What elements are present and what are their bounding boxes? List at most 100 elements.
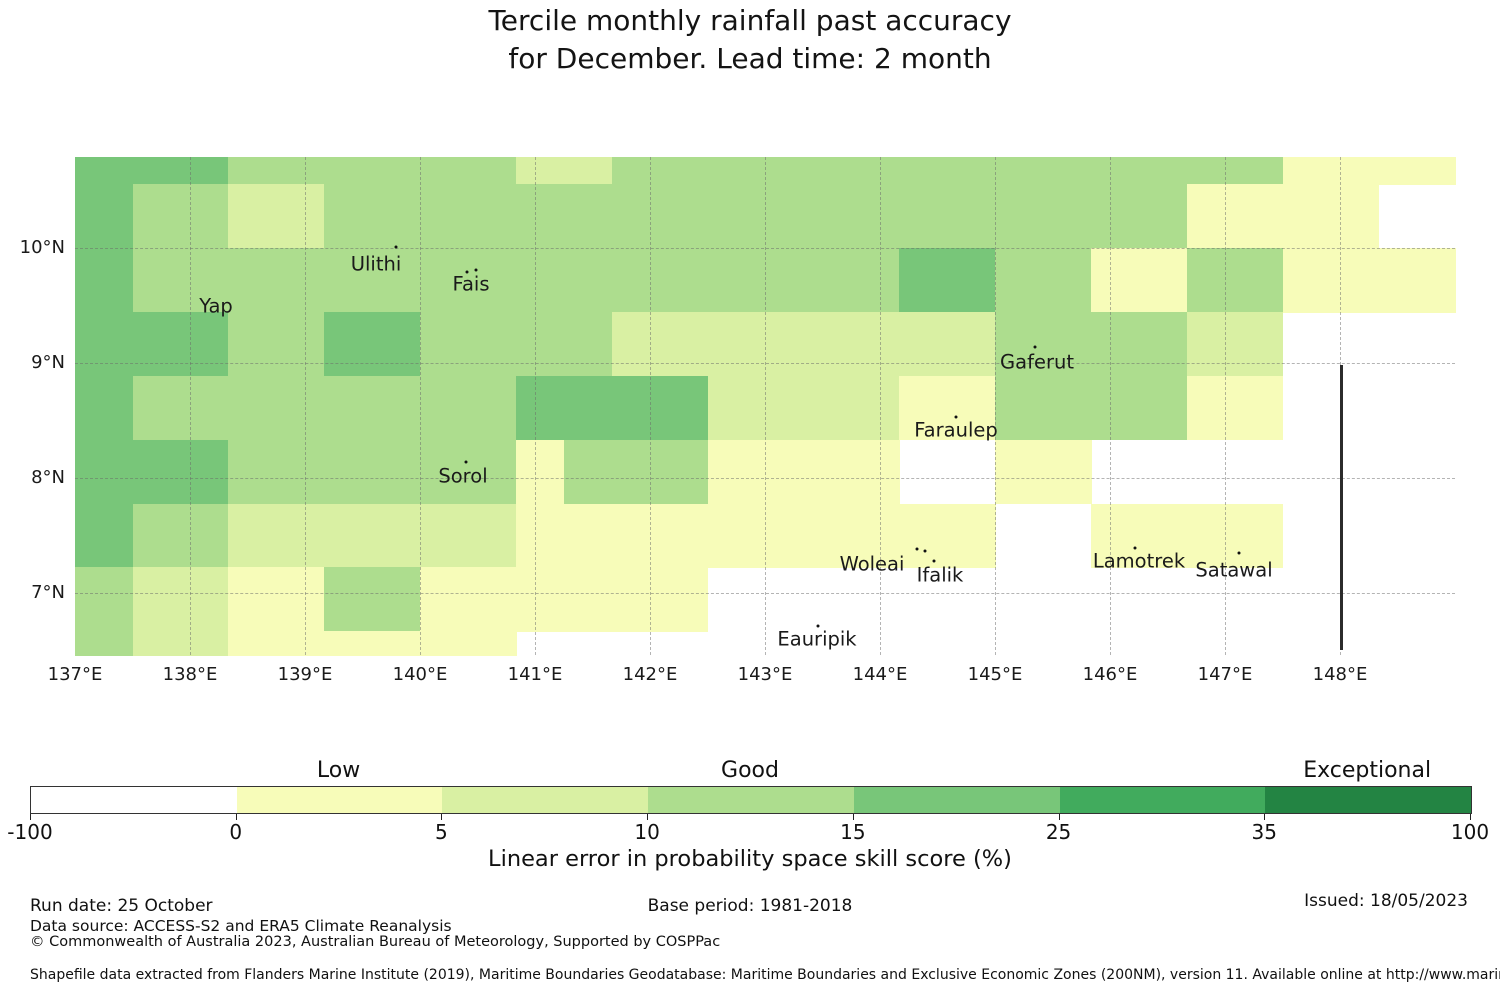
heatmap-cell <box>132 567 230 633</box>
colorbar-tick-label: 35 <box>1251 820 1278 844</box>
heatmap-cell <box>515 375 565 441</box>
heatmap-cell <box>899 311 996 377</box>
colorbar-tick <box>235 814 237 820</box>
heatmap-cell <box>1090 503 1188 569</box>
heatmap-cell <box>515 439 565 505</box>
heatmap-cell <box>803 311 900 377</box>
colorbar-segment <box>31 787 237 813</box>
colorbar-segment <box>853 787 1060 813</box>
heatmap-cell <box>75 567 134 633</box>
heatmap-cell <box>515 157 565 185</box>
heatmap-cell <box>420 157 517 185</box>
colorbar-segment <box>236 787 443 813</box>
heatmap-cell <box>707 184 805 249</box>
colorbar-tick-label: 100 <box>1450 820 1490 844</box>
x-tick-label: 137°E <box>47 664 103 685</box>
heatmap-cell <box>899 375 996 441</box>
island-label-woleai: Woleai <box>839 552 905 576</box>
colorbar-tick-label: 10 <box>634 820 660 844</box>
x-tick-label: 140°E <box>392 664 448 685</box>
y-tick-label: 8°N <box>31 466 65 488</box>
colorbar-axis-label: Linear error in probability space skill … <box>488 846 1012 872</box>
heatmap-cell <box>1090 157 1188 185</box>
heatmap-cell <box>1186 184 1284 249</box>
heatmap-cell <box>899 157 996 185</box>
heatmap-cell <box>611 567 709 633</box>
longitude-gridline <box>995 157 996 655</box>
heatmap-cell <box>803 184 900 249</box>
island-marker-dot <box>394 245 398 249</box>
x-tick-label: 143°E <box>737 664 793 685</box>
colorbar-tick <box>1264 814 1266 820</box>
heatmap-cell <box>420 184 517 249</box>
heatmap-cell <box>420 375 517 441</box>
latitude-gridline <box>75 362 1455 364</box>
heatmap-cell <box>75 631 134 656</box>
heatmap-cell <box>1378 157 1456 185</box>
y-tick-label: 9°N <box>31 351 65 373</box>
heatmap-cell <box>1186 503 1284 569</box>
longitude-gridline <box>190 157 191 655</box>
heatmap-cell <box>228 375 325 441</box>
chart-title-line-2: for December. Lead time: 2 month <box>508 42 992 75</box>
island-marker-dot <box>816 624 820 628</box>
island-label-fais: Fais <box>452 272 490 296</box>
heatmap-cell <box>563 503 613 569</box>
latitude-gridline <box>75 247 1455 249</box>
longitude-gridline <box>650 157 651 655</box>
heatmap-cell <box>515 184 565 249</box>
heatmap-cell <box>75 157 134 185</box>
heatmap-cell <box>228 631 325 656</box>
longitude-gridline <box>880 157 881 655</box>
longitude-gridline <box>420 157 421 655</box>
latitude-gridline <box>75 592 1455 594</box>
x-tick-label: 145°E <box>967 664 1023 685</box>
colorbar-zone-label: Good <box>721 758 779 783</box>
heatmap-cell <box>228 247 325 313</box>
heatmap-cell <box>228 157 325 185</box>
y-tick-label: 10°N <box>19 236 65 258</box>
colorbar-tick-label: 5 <box>435 820 448 844</box>
island-label-gaferut: Gaferut <box>1000 350 1074 374</box>
heatmap-cell <box>1090 184 1188 249</box>
heatmap-cell <box>563 157 613 185</box>
base-period-text: Base period: 1981-2018 <box>647 896 853 916</box>
heatmap-cell <box>324 503 421 569</box>
heatmap-cell <box>707 157 805 185</box>
heatmap-cell <box>132 157 230 185</box>
heatmap-cell <box>228 184 325 249</box>
longitude-gridline <box>1225 157 1226 655</box>
heatmap-cell <box>995 439 1092 505</box>
heatmap-cell <box>707 439 805 505</box>
heatmap-cell <box>515 567 565 633</box>
island-marker-dot <box>1033 345 1037 349</box>
y-tick-label: 7°N <box>31 581 65 603</box>
heatmap-cell <box>515 311 565 377</box>
heatmap-cell <box>132 311 230 377</box>
island-marker-dot <box>465 270 469 274</box>
colorbar-tick <box>647 814 649 820</box>
x-tick-label: 142°E <box>622 664 678 685</box>
island-label-yap: Yap <box>199 294 233 318</box>
heatmap-cell <box>420 503 517 569</box>
heatmap-cell <box>611 375 709 441</box>
heatmap-cell <box>228 439 325 505</box>
colorbar-segment <box>648 787 854 813</box>
island-label-ulithi: Ulithi <box>350 252 402 276</box>
colorbar-tick-label: 25 <box>1045 820 1072 844</box>
heatmap-cell <box>228 567 325 633</box>
heatmap-cell <box>899 503 996 569</box>
colorbar-tick <box>1058 814 1060 820</box>
island-marker-dot <box>932 559 936 563</box>
heatmap-cell <box>132 631 230 656</box>
colorbar-tick <box>441 814 443 820</box>
issued-date-text: Issued: 18/05/2023 <box>1304 891 1468 911</box>
heatmap-cell <box>324 631 421 656</box>
island-label-sorol: Sorol <box>438 464 488 488</box>
heatmap-cell <box>75 247 134 313</box>
heatmap-cell <box>995 375 1092 441</box>
heatmap-cell <box>324 375 421 441</box>
x-tick-label: 146°E <box>1082 664 1138 685</box>
colorbar-segment <box>442 787 649 813</box>
heatmap-cell <box>1378 247 1456 313</box>
